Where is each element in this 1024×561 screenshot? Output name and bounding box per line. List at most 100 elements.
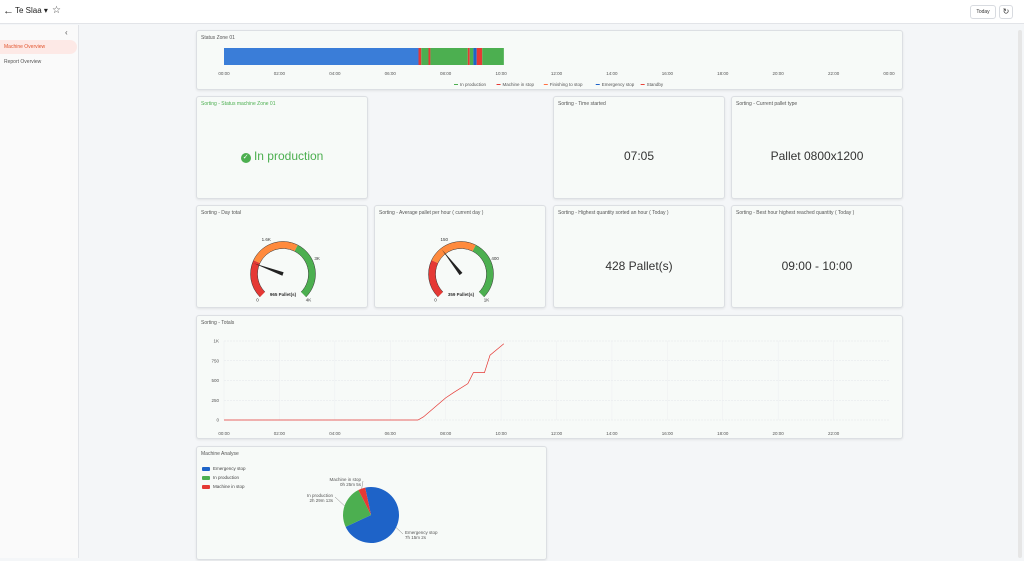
gauge-outline <box>250 260 261 298</box>
pie-slice <box>345 487 399 543</box>
timeline-segment <box>224 48 419 65</box>
gauge-tick-max: 4K <box>306 297 312 302</box>
timeline-tick-label: 00:00 <box>218 71 230 76</box>
gauge-outline <box>257 263 266 293</box>
timeline-legend-label: Machine in stop <box>503 82 535 87</box>
timeline-tick-label: 18:00 <box>717 71 729 76</box>
status-machine-panel: Sorting - Status machine Zone 01 ✓ In pr… <box>196 96 368 199</box>
gauge-tick-label: 150 <box>440 237 448 242</box>
totals-panel: Sorting - Totals 0 250 500 750 1K 00:00 02:00 0… <box>196 315 903 439</box>
gauge-band <box>253 241 298 264</box>
gauge-outline <box>297 244 316 298</box>
best-hour-panel: Sorting - Best hour highest reached quan… <box>731 205 903 308</box>
totals-y-tick-label: 750 <box>211 358 219 363</box>
pie-leader-line <box>361 480 364 489</box>
pie-slice-value: 0h 25m 5s <box>340 482 362 487</box>
status-zone-panel: Status Zone 01 00:00 02:00 04:00 06:00 08:00… <box>196 30 903 90</box>
timeline-tick-label: 06:00 <box>385 71 397 76</box>
gauge-outline <box>253 241 298 261</box>
timeline-tick-label: 12:00 <box>551 71 563 76</box>
gauge-tick-max: 1K <box>484 297 490 302</box>
timeline-segment <box>467 48 470 65</box>
highest-qty-value: 428 Pallet(s) <box>605 259 673 273</box>
refresh-icon[interactable]: ↻ <box>999 5 1013 19</box>
timeline-segment <box>476 48 483 65</box>
machine-analyse-panel: Machine Analyse Emergency stop In produc… <box>196 446 547 560</box>
gauge-outline <box>294 251 309 293</box>
pallet-type-value: Pallet 0800x1200 <box>770 149 864 163</box>
totals-x-tick-label: 22:00 <box>828 431 840 436</box>
legend-item-emergency-stop[interactable]: Emergency stop <box>202 466 246 471</box>
legend-item-machine-in-stop[interactable]: Machine in stop <box>202 484 245 489</box>
check-circle-icon: ✓ <box>240 153 251 163</box>
gauge-tick-min: 0 <box>256 297 259 302</box>
legend-item-in-production[interactable]: In production <box>202 475 239 480</box>
time-started-panel: Sorting - Time started 07:05 <box>553 96 725 199</box>
timeline-segment <box>418 48 422 65</box>
status-machine-row: ✓ In production <box>197 149 367 163</box>
scrollbar[interactable] <box>1018 30 1022 558</box>
sidebar-item-machine-overview[interactable]: Machine Overview <box>0 40 77 54</box>
legend-label: Emergency stop <box>213 466 246 471</box>
gauge-band <box>250 260 266 297</box>
pallet-type-panel: Sorting - Current pallet type Pallet 080… <box>731 96 903 199</box>
totals-x-tick-label: 08:00 <box>440 431 452 436</box>
gauge-outline <box>428 260 439 298</box>
gauge-tick-min: 0 <box>434 297 437 302</box>
dashboard-title-dropdown[interactable]: Te Slaa ▾ <box>15 6 48 15</box>
gauge-outline <box>431 241 476 261</box>
totals-title: Sorting - Totals <box>201 320 235 326</box>
totals-x-tick-label: 16:00 <box>662 431 674 436</box>
pie-slice-label: In production <box>307 493 334 498</box>
timeline-tick-label: 22:00 <box>828 71 840 76</box>
timeline-tick-label: 14:00 <box>606 71 618 76</box>
totals-line-chart: 0 250 500 750 1K 00:00 02:00 04:00 06:00 08:00 10:… <box>211 339 889 436</box>
gauge-tick-label: 3K <box>314 256 320 261</box>
sidebar-item-report-overview[interactable]: Report Overview <box>4 59 42 65</box>
legend-swatch <box>202 484 210 489</box>
gauge-needle <box>253 263 284 276</box>
totals-x-tick-label: 12:00 <box>551 431 563 436</box>
day-total-title: Sorting - Day total <box>201 210 242 216</box>
back-arrow-icon[interactable]: ← <box>3 5 14 17</box>
timeline-segment <box>469 48 474 65</box>
collapse-sidebar-icon[interactable]: ‹ <box>65 28 68 37</box>
timeline-segment <box>430 48 468 65</box>
timeline-segment <box>473 48 477 65</box>
gauge-tick-label: 400 <box>491 256 499 261</box>
today-button[interactable]: Today <box>970 5 996 19</box>
status-machine-value: In production <box>253 149 324 163</box>
status-zone-title: Status Zone 01 <box>201 35 235 41</box>
totals-y-tick-label: 0 <box>216 418 219 423</box>
time-started-value: 07:05 <box>623 149 655 163</box>
timeline-tick-label: 10:00 <box>495 71 507 76</box>
totals-x-tick-label: 14:00 <box>606 431 618 436</box>
gauge-band <box>428 260 444 297</box>
dashboard-title: Te Slaa <box>15 6 42 15</box>
totals-y-tick-label: 1K <box>213 339 219 344</box>
totals-x-tick-label: 10:00 <box>495 431 507 436</box>
timeline-segment <box>428 48 431 65</box>
status-timeline-chart: 00:00 02:00 04:00 06:00 08:00 10:00 12:00 14:00… <box>218 48 895 87</box>
pallet-type-title: Sorting - Current pallet type <box>736 101 798 107</box>
totals-x-tick-label: 20:00 <box>773 431 785 436</box>
totals-x-tick-label: 06:00 <box>385 431 397 436</box>
timeline-tick-label: 16:00 <box>662 71 674 76</box>
gauge-value-label: 965 Pallet(s) <box>270 292 297 297</box>
pie-slice-value: 7h 15m 2s <box>405 535 427 540</box>
gauge-band <box>472 245 494 297</box>
avg-per-hour-gauge: 0 1K 150 400 359 Pallet(s) <box>428 237 499 302</box>
totals-x-tick-label: 18:00 <box>717 431 729 436</box>
gauge-needle <box>441 249 463 276</box>
timeline-legend-label: Finishing to stop <box>550 82 583 87</box>
gauge-band <box>431 241 476 264</box>
timeline-tick-label: 00:00 <box>883 71 895 76</box>
gauge-tick-label: 1.6K <box>262 237 271 242</box>
totals-y-tick-label: 250 <box>211 398 219 403</box>
star-icon[interactable]: ☆ <box>52 5 61 16</box>
top-bar: ← Te Slaa ▾ ☆ Today ↻ <box>0 0 1024 24</box>
pie-slice-value: 2h 29m 13s <box>309 498 333 503</box>
best-hour-value: 09:00 - 10:00 <box>781 259 853 273</box>
timeline-legend-label: Standby <box>647 82 664 87</box>
